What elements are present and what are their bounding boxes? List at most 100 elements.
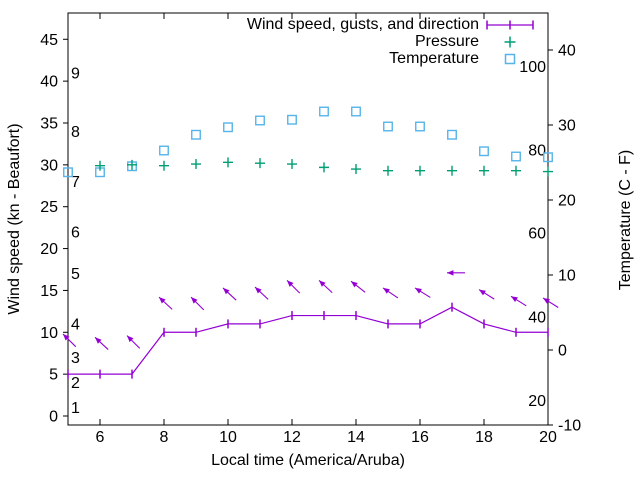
arrow-head bbox=[479, 289, 486, 296]
pressure-point bbox=[159, 160, 169, 171]
legend-label-pressure: Pressure bbox=[414, 33, 479, 50]
kn-tick-label: 35 bbox=[40, 115, 58, 132]
x-tick-label: 16 bbox=[411, 429, 429, 446]
arrow-head bbox=[191, 297, 198, 304]
gust-direction-arrow bbox=[542, 297, 559, 308]
fahrenheit-label: 20 bbox=[528, 393, 546, 410]
legend: Wind speed, gusts, and direction Pressur… bbox=[0, 16, 535, 67]
kn-tick-label: 0 bbox=[49, 409, 58, 426]
kn-tick-label: 15 bbox=[40, 283, 58, 300]
beaufort-label: 2 bbox=[71, 375, 80, 392]
gust-direction-arrow bbox=[94, 336, 109, 350]
temperature-point bbox=[479, 146, 489, 157]
beaufort-label: 1 bbox=[71, 400, 80, 417]
arrow-head bbox=[159, 297, 166, 304]
legend-label-temperature: Temperature bbox=[389, 50, 479, 67]
gust-direction-arrow bbox=[478, 289, 495, 300]
gust-direction-arrow bbox=[190, 296, 205, 311]
arrow-head bbox=[351, 281, 358, 288]
fahrenheit-label: 40 bbox=[528, 310, 546, 327]
pressure-point bbox=[319, 162, 329, 173]
gust-direction-arrow bbox=[62, 333, 77, 348]
c-tick-label: -10 bbox=[558, 418, 581, 435]
gust-direction-arrow bbox=[286, 279, 301, 294]
arrow-head bbox=[543, 297, 550, 304]
fahrenheit-label: 80 bbox=[528, 142, 546, 159]
beaufort-label: 4 bbox=[71, 316, 80, 333]
arrow-head bbox=[255, 287, 262, 294]
arrow-head bbox=[63, 333, 70, 341]
gust-direction-arrow bbox=[447, 270, 465, 276]
gust-direction-arrow bbox=[382, 287, 399, 299]
pressure-point bbox=[511, 165, 521, 176]
kn-tick-label: 20 bbox=[40, 241, 58, 258]
beaufort-label: 3 bbox=[71, 350, 80, 367]
beaufort-label: 7 bbox=[71, 174, 80, 191]
pressure-sample-svg bbox=[504, 36, 516, 47]
x-tick-label: 14 bbox=[347, 429, 365, 446]
c-tick-label: 0 bbox=[558, 343, 567, 360]
beaufort-label: 9 bbox=[71, 65, 80, 82]
temperature-point bbox=[319, 106, 329, 117]
pressure-point bbox=[447, 165, 457, 176]
legend-label-wind: Wind speed, gusts, and direction bbox=[246, 16, 479, 33]
c-tick-label: 20 bbox=[558, 193, 576, 210]
pressure-point bbox=[191, 159, 201, 170]
temperature-point bbox=[415, 121, 425, 132]
kn-tick-label: 30 bbox=[40, 157, 58, 174]
pressure-point bbox=[223, 157, 233, 168]
arrow-head bbox=[415, 287, 422, 294]
temperature-sample-icon bbox=[485, 52, 535, 66]
temperature-point bbox=[511, 151, 521, 162]
gust-direction-arrow bbox=[510, 295, 527, 307]
x-tick-label: 12 bbox=[283, 429, 301, 446]
x-tick-label: 20 bbox=[539, 429, 557, 446]
temperature-point bbox=[255, 115, 265, 126]
pressure-point bbox=[95, 160, 105, 171]
x-axis-title: Local time (America/Aruba) bbox=[211, 452, 405, 469]
fahrenheit-label: 100 bbox=[519, 59, 546, 76]
arrow-head bbox=[511, 296, 518, 303]
arrow-head bbox=[319, 280, 326, 287]
kn-tick-label: 5 bbox=[49, 367, 58, 384]
left-axis-title: Wind speed (kn - Beaufort) bbox=[6, 123, 23, 315]
pressure-point bbox=[127, 159, 137, 170]
x-tick-label: 6 bbox=[96, 429, 105, 446]
gust-direction-arrow bbox=[350, 280, 366, 293]
temperature-point bbox=[351, 106, 361, 117]
pressure-point bbox=[415, 165, 425, 176]
beaufort-label: 8 bbox=[71, 124, 80, 141]
temperature-point bbox=[543, 152, 553, 163]
kn-tick-label: 40 bbox=[40, 74, 58, 91]
x-tick-label: 10 bbox=[219, 429, 237, 446]
temperature-sample-svg bbox=[504, 53, 516, 64]
gust-direction-arrow bbox=[158, 296, 173, 310]
right-axis-title: Temperature (C - F) bbox=[617, 149, 634, 291]
arrow-head bbox=[383, 287, 390, 294]
c-tick-label: 40 bbox=[558, 43, 576, 60]
kn-tick-label: 10 bbox=[40, 325, 58, 342]
temperature-point bbox=[383, 121, 393, 132]
legend-entry-pressure: Pressure bbox=[0, 33, 535, 50]
pressure-point bbox=[383, 165, 393, 176]
beaufort-label: 5 bbox=[71, 266, 80, 283]
wind-sample-icon bbox=[485, 18, 535, 32]
wind-speed-line bbox=[68, 306, 548, 375]
legend-entry-wind: Wind speed, gusts, and direction bbox=[0, 16, 535, 33]
arrow-head bbox=[95, 337, 102, 344]
temperature-point bbox=[447, 129, 457, 140]
arrow-head bbox=[287, 280, 294, 287]
beaufort-label: 6 bbox=[71, 224, 80, 241]
x-tick-label: 18 bbox=[475, 429, 493, 446]
fahrenheit-label: 60 bbox=[528, 226, 546, 243]
kn-tick-label: 25 bbox=[40, 199, 58, 216]
temperature-point bbox=[63, 167, 73, 178]
arrow-head bbox=[447, 270, 454, 276]
arrow-head bbox=[127, 335, 134, 343]
pressure-point bbox=[287, 159, 297, 170]
temperature-point bbox=[287, 114, 297, 125]
c-tick-label: 10 bbox=[558, 268, 576, 285]
pressure-point bbox=[255, 158, 265, 169]
